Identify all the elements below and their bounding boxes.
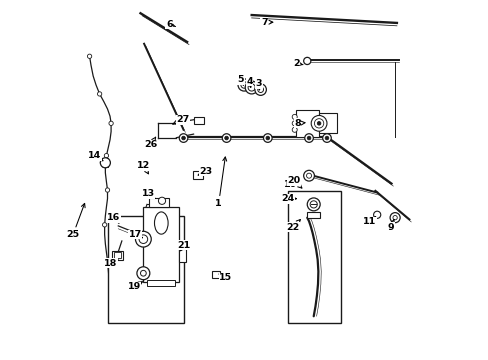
Bar (178, 249, 186, 262)
Text: 21: 21 (177, 241, 190, 251)
Circle shape (309, 201, 317, 208)
Circle shape (238, 79, 250, 91)
Circle shape (292, 114, 297, 120)
Text: 12: 12 (137, 161, 150, 174)
Circle shape (109, 121, 113, 126)
Text: 17: 17 (128, 230, 142, 239)
Circle shape (263, 134, 271, 142)
Circle shape (179, 134, 187, 142)
Bar (287, 191, 341, 323)
Circle shape (314, 119, 323, 128)
Circle shape (257, 87, 263, 93)
Text: 15: 15 (218, 273, 232, 282)
Circle shape (104, 153, 108, 158)
Circle shape (310, 116, 326, 131)
Circle shape (140, 270, 146, 276)
Circle shape (303, 57, 310, 64)
Bar (193, 117, 203, 125)
Circle shape (292, 121, 297, 126)
Circle shape (254, 84, 266, 95)
Text: 24: 24 (281, 194, 296, 203)
Circle shape (306, 173, 311, 178)
Circle shape (303, 170, 314, 181)
Circle shape (292, 127, 297, 132)
Text: 11: 11 (363, 217, 376, 226)
Bar (147, 280, 175, 286)
Circle shape (247, 84, 255, 91)
Bar (112, 251, 122, 260)
Circle shape (158, 197, 165, 204)
Text: 5: 5 (237, 75, 244, 85)
Circle shape (373, 211, 380, 219)
Circle shape (224, 136, 228, 140)
Bar (192, 171, 203, 179)
Text: 20: 20 (287, 176, 301, 188)
Text: 9: 9 (386, 220, 393, 232)
Circle shape (306, 198, 320, 211)
Text: 19: 19 (127, 282, 142, 291)
Text: 14: 14 (88, 151, 102, 161)
Circle shape (100, 158, 110, 168)
Text: 16: 16 (107, 213, 120, 223)
Text: 1: 1 (215, 157, 226, 208)
Bar (319, 113, 336, 134)
Circle shape (322, 134, 330, 142)
Bar (306, 212, 320, 218)
Text: 25: 25 (66, 203, 85, 239)
Circle shape (392, 216, 396, 220)
Circle shape (389, 213, 399, 223)
Text: 13: 13 (142, 189, 155, 199)
Text: 8: 8 (294, 119, 305, 128)
Text: 27: 27 (173, 115, 189, 124)
Bar (295, 110, 319, 137)
Circle shape (265, 136, 269, 140)
Bar (211, 271, 220, 278)
Text: 7: 7 (261, 18, 272, 27)
Bar (149, 198, 169, 207)
Text: 23: 23 (198, 167, 212, 176)
Circle shape (139, 235, 147, 243)
Bar (143, 207, 178, 282)
Text: 3: 3 (255, 80, 262, 90)
Circle shape (325, 136, 328, 140)
Ellipse shape (154, 212, 168, 234)
Text: 6: 6 (165, 19, 175, 28)
Circle shape (102, 223, 106, 227)
Circle shape (222, 134, 230, 142)
Circle shape (182, 136, 185, 140)
Text: 26: 26 (143, 137, 157, 149)
Bar (113, 252, 121, 258)
Text: 2: 2 (293, 59, 303, 68)
Circle shape (241, 82, 247, 88)
Text: 10: 10 (283, 179, 297, 189)
Text: 18: 18 (104, 259, 118, 268)
Circle shape (105, 188, 109, 192)
Text: 22: 22 (285, 220, 300, 232)
Circle shape (304, 134, 313, 142)
Circle shape (244, 81, 258, 94)
Circle shape (87, 54, 92, 58)
Bar (108, 216, 183, 323)
Text: 4: 4 (245, 77, 252, 87)
Circle shape (137, 267, 149, 280)
Circle shape (135, 231, 151, 247)
Circle shape (317, 122, 320, 125)
Circle shape (306, 136, 310, 140)
Circle shape (97, 92, 102, 96)
Circle shape (105, 258, 109, 263)
